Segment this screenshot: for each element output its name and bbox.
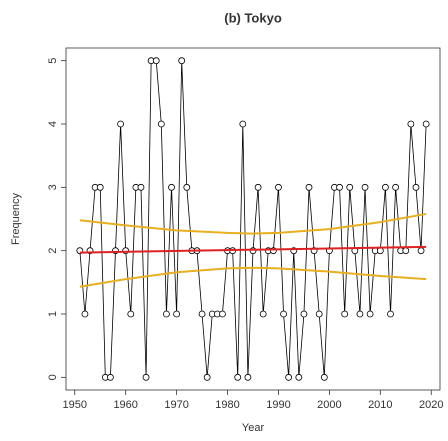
data-point [198, 310, 206, 318]
data-point [157, 120, 165, 128]
data-point [336, 183, 343, 191]
data-point [361, 183, 369, 191]
data-point [96, 183, 104, 191]
data-point [412, 183, 420, 191]
data-point [422, 120, 430, 128]
data-point [178, 57, 186, 65]
data-point [127, 310, 135, 318]
data-point [239, 120, 247, 128]
data-point [305, 183, 313, 191]
series-line [79, 60, 427, 378]
y-tick-label: 1 [47, 311, 59, 317]
data-point [346, 183, 354, 191]
data-point [387, 310, 394, 318]
data-point [417, 247, 425, 255]
series-line [79, 266, 427, 288]
data-point [183, 183, 191, 191]
data-point [402, 247, 410, 255]
data-point [275, 183, 282, 191]
x-tick-label: 2000 [317, 399, 341, 411]
data-point [203, 373, 211, 381]
data-point [219, 310, 226, 318]
data-point [117, 120, 124, 128]
y-tick-label: 5 [47, 58, 59, 64]
y-tick-label: 2 [47, 248, 59, 254]
data-point [168, 183, 175, 191]
x-tick-label: 1990 [266, 399, 290, 411]
data-point [285, 373, 293, 381]
data-point [341, 310, 349, 318]
data-point [392, 183, 399, 191]
data-point [234, 373, 242, 381]
data-point [407, 120, 415, 128]
series-line [79, 212, 427, 235]
x-tick-label: 1950 [63, 399, 87, 411]
x-tick-label: 1960 [113, 399, 137, 411]
y-tick-label: 4 [47, 121, 59, 127]
data-point [315, 310, 323, 318]
x-tick-label: 2010 [368, 399, 392, 411]
data-point [254, 183, 262, 191]
x-axis-label: Year [242, 422, 265, 434]
plot-frame [65, 47, 441, 391]
data-point [81, 310, 89, 318]
data-point [163, 310, 170, 318]
y-tick-label: 0 [47, 374, 59, 380]
data-point [152, 57, 160, 65]
x-tick-label: 1970 [164, 399, 188, 411]
y-axis-label: Frequency [10, 193, 22, 245]
y-tick-label: 3 [47, 184, 59, 190]
chart-title: (b) Tokyo [224, 10, 282, 25]
data-point [356, 310, 364, 318]
data-point [107, 373, 114, 381]
series-line [79, 245, 427, 254]
data-point [137, 183, 145, 191]
x-tick-label: 1980 [215, 399, 239, 411]
data-point [295, 373, 303, 381]
data-point [173, 310, 181, 318]
data-point [280, 310, 287, 318]
data-point [300, 310, 308, 318]
data-point [320, 373, 328, 381]
data-point [259, 310, 267, 318]
data-point [382, 183, 389, 191]
data-point [366, 310, 374, 318]
data-point [142, 373, 150, 381]
data-point [244, 373, 252, 381]
x-tick-label: 2020 [419, 399, 443, 411]
